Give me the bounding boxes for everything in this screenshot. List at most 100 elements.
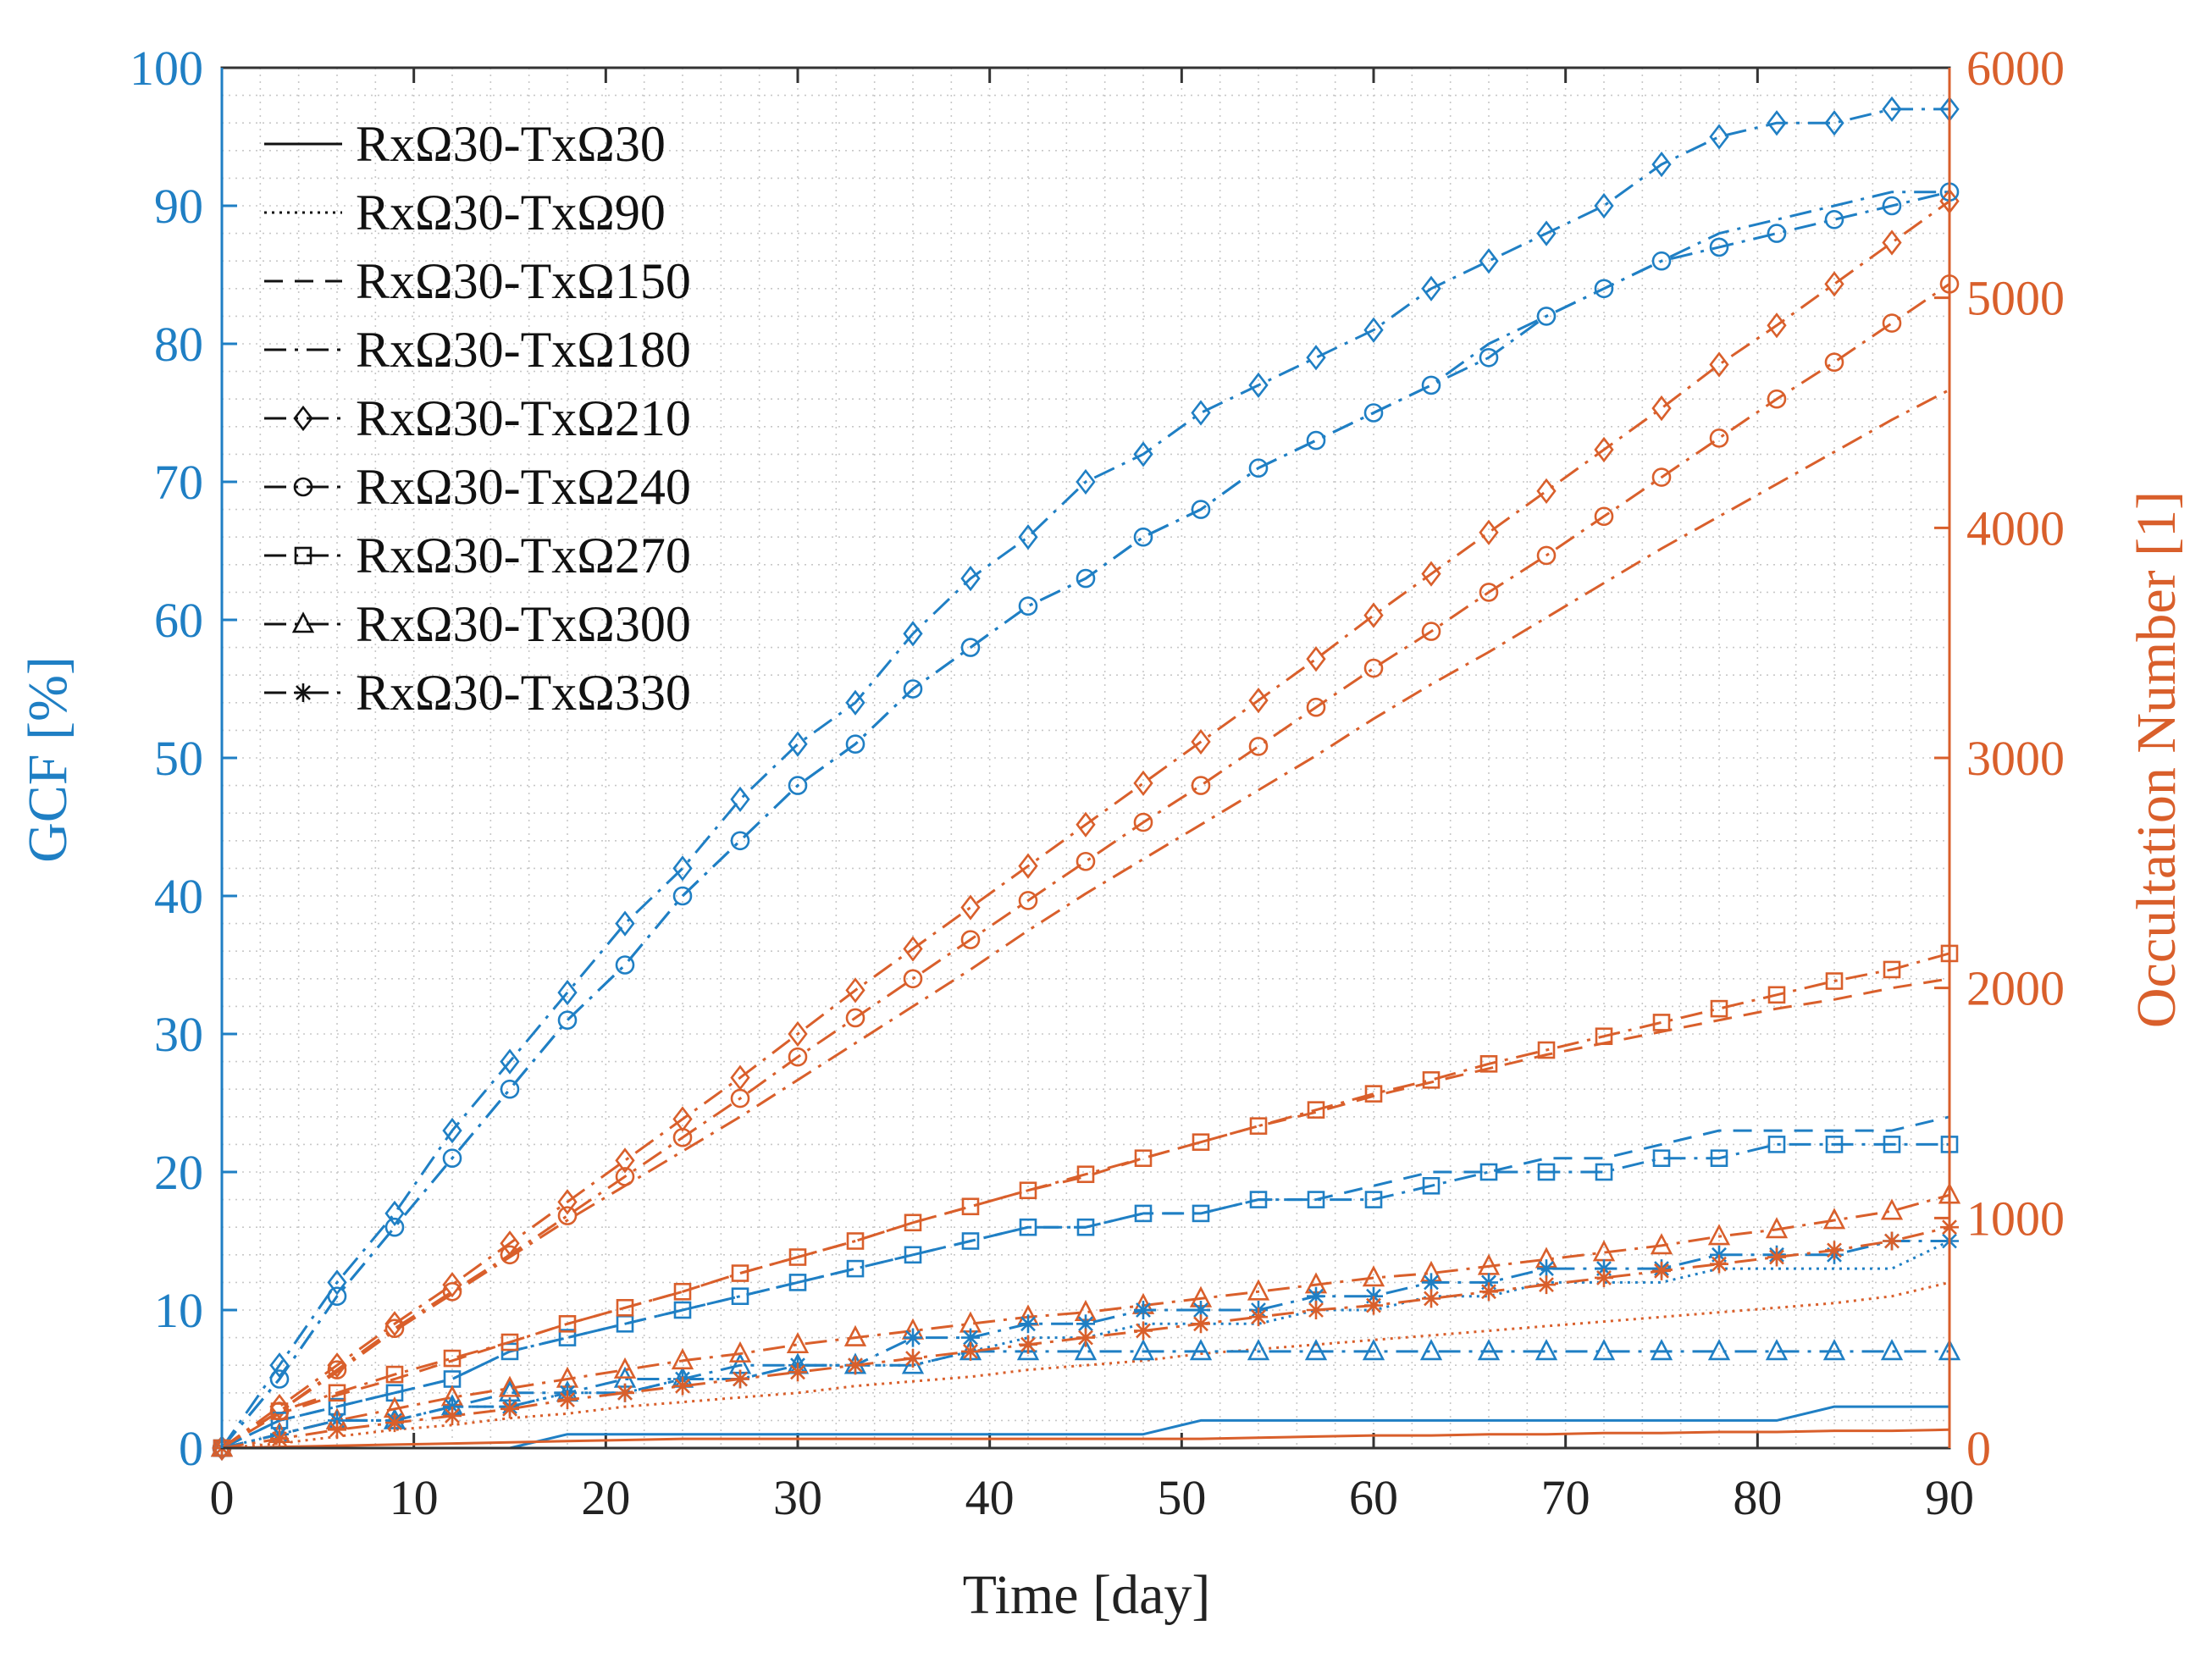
gcf-point (1537, 1259, 1556, 1279)
occultation-point (731, 1264, 749, 1282)
occultation-point (500, 1333, 519, 1352)
gcf-point (1765, 1339, 1789, 1361)
gcf-point (1306, 345, 1326, 371)
occultation-point (1883, 1231, 1901, 1251)
gcf-point (1882, 196, 1902, 216)
gcf-point (615, 910, 635, 937)
gcf-point (1076, 1218, 1095, 1236)
occultation-point (1307, 1101, 1325, 1119)
occultation-point (1709, 428, 1729, 448)
gcf-point (327, 1269, 347, 1296)
series-rx-30-tx-150 (221, 977, 1950, 1450)
gcf-point (558, 1329, 577, 1346)
x-tick-label: 50 (1157, 1470, 1206, 1525)
gcf-point (1825, 1136, 1844, 1153)
occultation-point (1882, 313, 1902, 333)
occultation-point (1306, 646, 1326, 672)
gcf-point (1307, 1191, 1325, 1208)
occultation-point (1076, 1328, 1095, 1347)
gcf-point (673, 1301, 692, 1319)
occultation-point (327, 1360, 347, 1379)
x-tick-label: 40 (965, 1470, 1015, 1525)
gcf-point (615, 955, 635, 975)
gcf-point (1247, 1339, 1270, 1361)
gcf-point (788, 1274, 807, 1291)
occultation-point (1537, 1275, 1556, 1295)
gcf-point (1767, 224, 1787, 243)
gcf-point (1650, 1339, 1673, 1361)
occultation-point (1019, 1181, 1037, 1200)
gcf-point (1018, 524, 1038, 550)
gcf-point (1477, 1339, 1501, 1361)
gcf-line (220, 191, 1949, 1449)
gcf-point (1363, 403, 1384, 423)
gcf-point (327, 1286, 347, 1306)
occultation-point (1076, 1165, 1095, 1184)
gcf-point (1074, 1339, 1098, 1361)
gcf-point (846, 1259, 865, 1278)
gcf-point (1076, 468, 1096, 495)
gcf-point (269, 1352, 290, 1379)
y-tick-label-left: 60 (154, 593, 203, 648)
gcf-point (384, 1217, 405, 1237)
occultation-point (788, 1020, 808, 1048)
gcf-point (788, 776, 808, 795)
occultation-point (1191, 776, 1211, 795)
gcf-point (1192, 1204, 1210, 1223)
occultation-point (960, 894, 981, 920)
occultation-point (904, 1213, 922, 1232)
legend-label: RxΩ30-TxΩ90 (356, 185, 666, 240)
gcf-point (1479, 347, 1499, 368)
series-rx-30-tx-330 (213, 1218, 1959, 1457)
occultation-point (1192, 1133, 1210, 1151)
occultation-point (1018, 891, 1038, 910)
occultation-point (558, 1315, 577, 1333)
gcf-point (1134, 1301, 1153, 1319)
gcf-point (1652, 1149, 1671, 1167)
y-tick-label-left: 0 (179, 1421, 203, 1476)
occultation-point (1536, 545, 1557, 566)
legend-item: RxΩ30-TxΩ90 (264, 185, 666, 240)
gcf-point (1248, 372, 1269, 399)
y-axis-label-left: GCF [%] (17, 656, 79, 863)
gcf-point (1422, 1177, 1441, 1195)
occultation-point (843, 1324, 867, 1346)
gcf-point (1651, 151, 1672, 178)
occultation-point (904, 1349, 922, 1368)
occultation-point (1076, 851, 1096, 871)
gcf-point (269, 1369, 290, 1389)
series-rx-30-tx-210 (212, 96, 1960, 1462)
gcf-point (1651, 251, 1672, 271)
occultation-point (730, 1064, 750, 1091)
legend-marker (294, 546, 312, 565)
occultation-point (903, 969, 923, 989)
legend-label: RxΩ30-TxΩ240 (356, 459, 691, 515)
occultation-point (1363, 658, 1384, 678)
legend-item: RxΩ30-TxΩ150 (264, 253, 691, 309)
gcf-point (961, 1328, 980, 1347)
gcf-point (1767, 110, 1787, 136)
occultation-point (960, 930, 981, 949)
occultation-point (673, 1376, 692, 1396)
gcf-point (1824, 110, 1844, 136)
occultation-point (1479, 583, 1499, 602)
occultation-point (786, 1331, 810, 1354)
occultation-point (1651, 467, 1672, 487)
occultation-point (903, 936, 923, 962)
y-tick-label-left: 10 (154, 1283, 203, 1338)
occultation-line (221, 283, 1950, 1450)
gcf-point (1018, 596, 1038, 616)
legend-item: RxΩ30-TxΩ300 (264, 596, 691, 652)
gcf-point (1192, 1301, 1210, 1319)
gcf-point (1019, 1314, 1037, 1334)
occultation-point (1883, 960, 1901, 979)
y-axis-label-right: Occultation Number [1] (2126, 491, 2187, 1028)
occultation-point (500, 1399, 519, 1418)
x-tick-label: 80 (1733, 1470, 1782, 1525)
occultation-point (1825, 972, 1844, 990)
y-tick-label-left: 40 (154, 869, 203, 924)
gcf-point (1189, 1339, 1213, 1361)
occultation-point (1364, 1296, 1383, 1315)
gcf-point (1364, 1191, 1383, 1208)
occultation-point (1133, 770, 1153, 797)
